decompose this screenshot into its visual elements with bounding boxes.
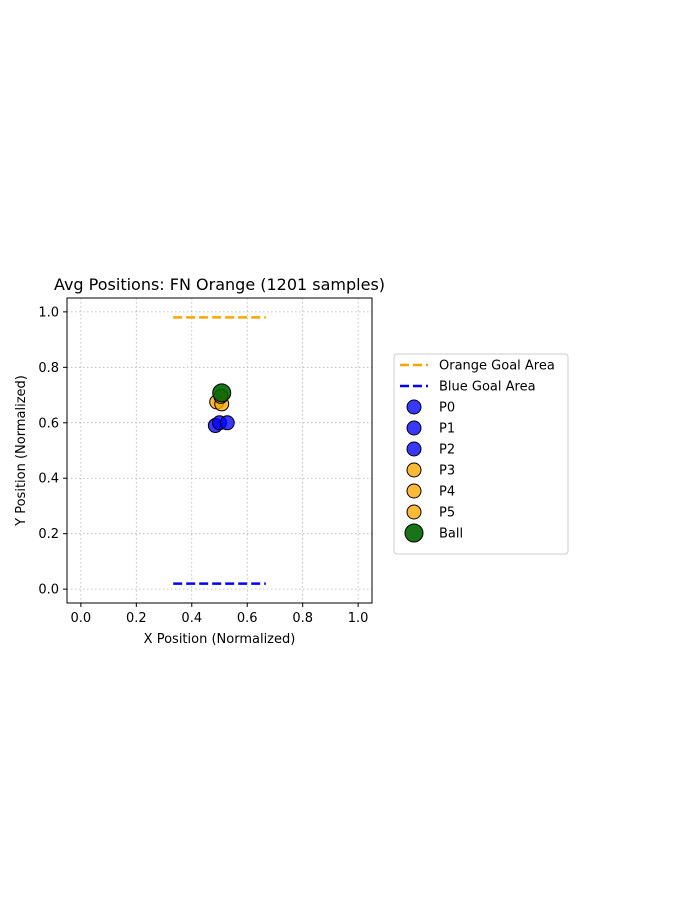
- x-tick-label: 0.0: [71, 611, 92, 626]
- legend-box: [393, 353, 569, 555]
- legend-swatch-p2: [406, 441, 422, 457]
- legend-swatch-ball: [404, 523, 424, 543]
- y-tick-label: 0.6: [38, 416, 59, 431]
- y-axis-label: Y Position (Normalized): [14, 375, 29, 527]
- legend: Orange Goal Area Blue Goal Area P0 P1 P2 P3 P4…: [393, 353, 569, 555]
- x-tick-label: 0.8: [292, 611, 313, 626]
- legend-label-p0: P0: [439, 401, 455, 416]
- legend-swatch-p3: [406, 462, 422, 478]
- x-axis-label: X Position (Normalized): [144, 632, 296, 647]
- grid: [67, 298, 372, 603]
- y-tick-label: 0.0: [38, 583, 59, 598]
- legend-label-p5: P5: [439, 506, 455, 521]
- point-ball: [212, 383, 232, 403]
- legend-label-p1: P1: [439, 422, 455, 437]
- axis-ticks: 0.0 0.2 0.4 0.6 0.8 1.0 0.0 0.2 0.4 0.6 0.8 1.0: [38, 305, 368, 626]
- plot-frame: [66, 297, 373, 604]
- legend-label-orange-goal-area: Orange Goal Area: [439, 359, 555, 374]
- y-tick-label: 1.0: [38, 305, 59, 320]
- y-tick-label: 0.2: [38, 527, 59, 542]
- y-tick-label: 0.4: [38, 472, 59, 487]
- goal-lines: [173, 316, 266, 585]
- x-tick-label: 0.4: [181, 611, 202, 626]
- legend-label-blue-goal-area: Blue Goal Area: [439, 380, 536, 395]
- chart-title: Avg Positions: FN Orange (1201 samples): [54, 275, 385, 294]
- legend-label-p2: P2: [439, 443, 455, 458]
- legend-swatch-p5: [406, 504, 422, 520]
- y-tick-label: 0.8: [38, 361, 59, 376]
- x-tick-label: 1.0: [348, 611, 369, 626]
- x-tick-label: 0.6: [237, 611, 258, 626]
- legend-label-p4: P4: [439, 485, 455, 500]
- x-tick-label: 0.2: [126, 611, 147, 626]
- legend-swatch-p1: [406, 420, 422, 436]
- legend-swatch-p0: [406, 399, 422, 415]
- legend-swatch-p4: [406, 483, 422, 499]
- legend-label-ball: Ball: [439, 527, 463, 542]
- point-p2: [219, 415, 235, 431]
- data-points: [207, 383, 235, 434]
- legend-label-p3: P3: [439, 464, 455, 479]
